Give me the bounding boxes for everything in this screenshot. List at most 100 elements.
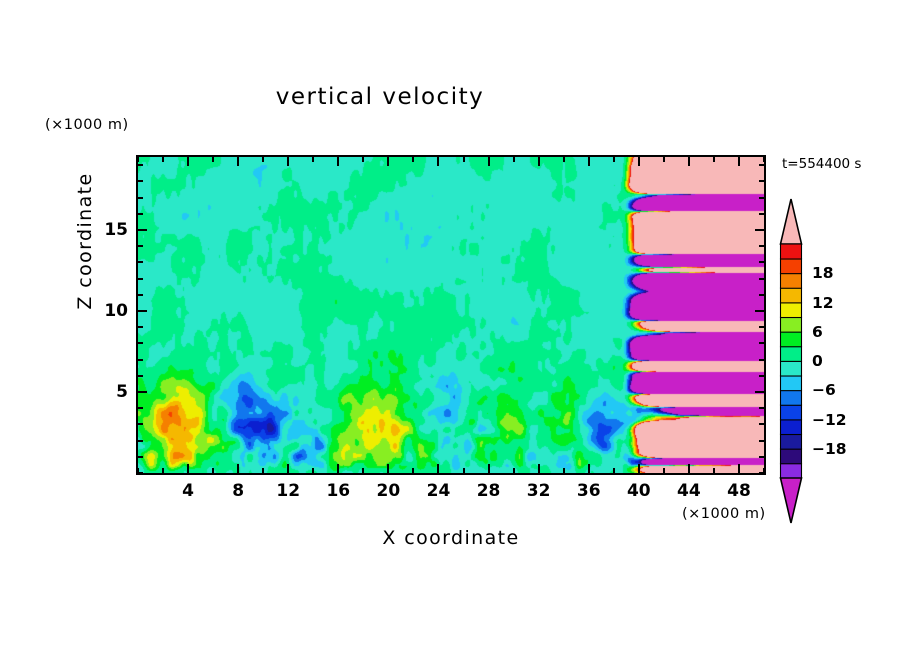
colorbar-band: [779, 316, 803, 333]
y-tick-label: 5: [116, 381, 128, 402]
axis-tick: [662, 157, 665, 162]
page-title: vertical velocity: [275, 84, 485, 110]
axis-tick: [759, 293, 764, 296]
axis-tick: [537, 157, 540, 166]
colorbar-tick-label: −12: [812, 410, 847, 429]
axis-tick: [287, 464, 290, 473]
colorbar-tick-label: 12: [812, 293, 834, 312]
colorbar-tick-label: −18: [812, 439, 847, 458]
axis-tick: [759, 261, 764, 264]
axis-tick: [187, 464, 190, 473]
x-tick-label: 4: [182, 481, 194, 501]
axis-tick: [637, 157, 640, 166]
vertical-velocity-field: [138, 157, 764, 473]
x-tick-label: 8: [232, 481, 245, 501]
axis-tick: [562, 157, 565, 162]
axis-tick: [387, 464, 390, 473]
axis-tick: [637, 464, 640, 473]
axis-tick: [759, 212, 764, 215]
colorbar-band: [779, 272, 803, 289]
colorbar-swatches: [779, 198, 803, 524]
axis-tick: [759, 342, 764, 345]
axis-tick: [312, 157, 315, 162]
axis-tick: [138, 407, 143, 410]
axis-tick: [162, 468, 165, 473]
axis-tick: [138, 439, 143, 442]
axis-tick: [737, 157, 740, 166]
axis-tick: [687, 464, 690, 473]
axis-tick: [759, 455, 764, 458]
x-axis-unit-label: (×1000 m): [682, 506, 766, 522]
colorbar-over-arrow: [779, 198, 803, 245]
colorbar-band: [779, 258, 803, 275]
axis-tick: [759, 196, 764, 199]
x-tick-label: 20: [376, 481, 401, 501]
axis-tick: [138, 277, 143, 280]
axis-tick: [512, 468, 515, 473]
colorbar-band: [779, 243, 803, 260]
axis-tick: [138, 228, 147, 231]
axis-tick: [138, 390, 147, 393]
axis-tick: [138, 468, 139, 473]
x-axis-title: X coordinate: [382, 527, 520, 549]
x-tick-label: 28: [476, 481, 501, 501]
x-tick-label: 32: [526, 481, 551, 501]
axis-tick: [612, 468, 615, 473]
axis-tick: [138, 326, 143, 329]
axis-tick: [362, 468, 365, 473]
colorbar-band: [779, 433, 803, 450]
axis-tick: [755, 309, 764, 312]
y-tick-label: 10: [104, 300, 128, 321]
axis-tick: [759, 358, 764, 361]
axis-tick: [287, 157, 290, 166]
x-tick-label: 12: [276, 481, 301, 501]
x-tick-label: 48: [727, 481, 751, 501]
axis-tick: [512, 157, 515, 162]
axis-tick: [759, 326, 764, 329]
axis-tick: [162, 157, 165, 162]
axis-tick: [337, 464, 340, 473]
timestamp-annotation: t=554400 s: [782, 156, 862, 172]
colorbar-under-arrow: [779, 477, 803, 524]
x-tick-label: 36: [576, 481, 601, 501]
axis-tick: [612, 157, 615, 162]
colorbar-band: [779, 389, 803, 406]
colorbar-tick-label: 18: [812, 264, 834, 283]
colorbar-band: [779, 448, 803, 465]
axis-tick: [138, 157, 139, 162]
axis-tick: [462, 157, 465, 162]
colorbar-band: [779, 404, 803, 421]
axis-tick: [138, 472, 143, 473]
axis-tick: [138, 293, 143, 296]
colorbar-band: [779, 360, 803, 377]
axis-tick: [212, 157, 215, 162]
axis-tick: [138, 212, 143, 215]
axis-tick: [138, 245, 143, 248]
axis-tick: [587, 464, 590, 473]
axis-tick: [562, 468, 565, 473]
y-tick-label: 15: [104, 219, 128, 240]
colorbar-band: [779, 462, 803, 479]
axis-tick: [737, 464, 740, 473]
axis-tick: [487, 157, 490, 166]
colorbar-tick-label: 6: [812, 322, 823, 341]
axis-tick: [759, 245, 764, 248]
axis-tick: [337, 157, 340, 166]
axis-tick: [437, 464, 440, 473]
x-tick-label: 44: [677, 481, 701, 501]
x-tick-label: 24: [426, 481, 451, 501]
axis-tick: [759, 439, 764, 442]
axis-tick: [759, 407, 764, 410]
axis-tick: [387, 157, 390, 166]
colorbar-band: [779, 345, 803, 362]
axis-tick: [362, 157, 365, 162]
colorbar-band: [779, 375, 803, 392]
axis-tick: [437, 157, 440, 166]
axis-tick: [262, 468, 265, 473]
axis-tick: [712, 468, 715, 473]
axis-tick: [712, 157, 715, 162]
colorbar-band: [779, 287, 803, 304]
axis-tick: [412, 468, 415, 473]
axis-tick: [755, 228, 764, 231]
axis-tick: [759, 423, 764, 426]
